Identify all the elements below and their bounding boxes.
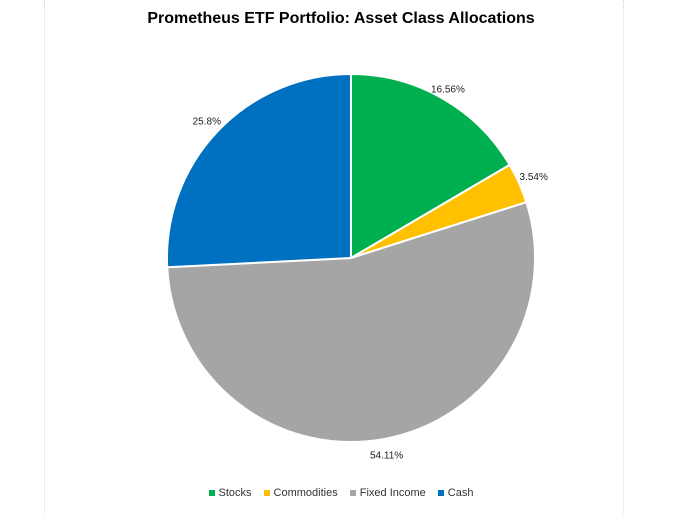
gridline [44,0,45,514]
pie-slice-fixed-income [166,200,536,443]
legend-swatch [437,490,444,496]
legend-item-fixed-income: Fixed Income [349,487,426,499]
legend-swatch [263,490,270,496]
gridline [623,0,624,514]
data-label-stocks: 16.56% [431,84,465,95]
legend-swatch [208,490,215,496]
chart-title: Prometheus ETF Portfolio: Asset Class Al… [147,10,535,27]
legend-label: Commodities [273,487,338,499]
data-label-commodities: 3.54% [520,172,548,183]
legend-swatch [349,490,356,496]
pie-slice-stocks [350,72,512,260]
data-label-fixed-income: 54.11% [370,450,403,461]
pie-slice-cash [166,72,352,269]
legend-label: Fixed Income [359,487,426,499]
legend-label: Cash [447,487,474,499]
legend-item-commodities: Commodities [263,487,338,499]
legend-item-cash: Cash [437,487,474,499]
legend-label: Stocks [218,487,252,499]
legend-item-stocks: Stocks [208,487,252,499]
legend: Stocks Commodities Fixed Income Cash [0,487,682,499]
data-label-cash: 25.8% [193,116,221,127]
